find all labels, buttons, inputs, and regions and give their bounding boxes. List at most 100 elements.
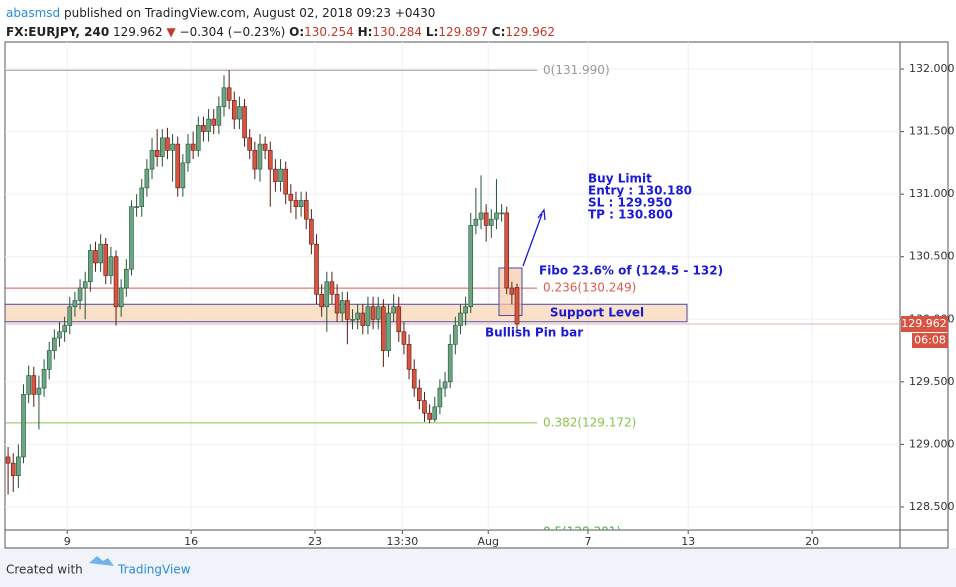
logo xyxy=(89,556,114,566)
candle-body xyxy=(411,369,417,389)
change: −0.304 (−0.23%) xyxy=(179,25,286,39)
candle-body xyxy=(98,243,103,264)
candle-body xyxy=(381,306,386,351)
pin-note: Bullish Pin bar xyxy=(485,326,583,340)
header-line: FX:EURJPY, 240 129.962 ▼ −0.304 (−0.23%)… xyxy=(6,23,555,42)
candle-body xyxy=(309,218,314,245)
candle-body xyxy=(489,218,494,226)
candle-body xyxy=(175,143,181,189)
candle-body xyxy=(314,243,319,295)
candle-body xyxy=(468,225,474,308)
candle-body xyxy=(288,193,294,201)
candle-body xyxy=(57,331,62,339)
candle-body xyxy=(422,400,427,414)
candle-body xyxy=(427,412,432,420)
candle-body xyxy=(231,100,237,120)
candle-body xyxy=(139,187,145,207)
x-tick-label: 9 xyxy=(64,535,71,548)
candle-body xyxy=(10,462,16,476)
candle-body xyxy=(72,300,78,308)
footer-brand[interactable]: TradingView xyxy=(117,563,191,577)
candle-body xyxy=(31,375,37,395)
candle-body xyxy=(514,287,520,325)
candle-body xyxy=(375,306,381,320)
o-v: 130.254 xyxy=(304,25,354,39)
footer-created: Created with xyxy=(6,563,83,577)
candle-body xyxy=(478,212,484,220)
candle-body xyxy=(319,293,324,308)
candle-body xyxy=(221,87,227,107)
candle-body xyxy=(247,137,252,151)
candle-body xyxy=(88,250,93,283)
candle-body xyxy=(350,318,355,321)
candle-body xyxy=(386,312,391,351)
candle-body xyxy=(442,381,448,389)
candle-body xyxy=(355,312,360,320)
candle-body xyxy=(67,306,73,326)
x-tick-label: 20 xyxy=(805,535,819,548)
candle-body xyxy=(303,200,309,220)
x-tick-label: 13 xyxy=(681,535,695,548)
candle-body xyxy=(149,150,155,170)
candle-body xyxy=(46,350,52,370)
candle-body xyxy=(278,168,283,182)
countdown: 06:08 xyxy=(914,334,946,347)
last-price: 129.962 xyxy=(901,317,947,330)
h-l: H: xyxy=(357,25,373,39)
candle-body xyxy=(62,325,67,333)
candle-body xyxy=(345,300,350,320)
candle-body xyxy=(21,394,26,458)
down-arrow: ▼ xyxy=(166,25,176,39)
x-tick-label: 16 xyxy=(184,535,198,548)
candle-body xyxy=(211,118,217,126)
header-line: abasmsd published on TradingView.com, Au… xyxy=(6,4,555,23)
candle-body xyxy=(432,406,438,420)
fib-label: 0(131.990) xyxy=(543,63,610,77)
support-label: Support Level xyxy=(550,306,644,320)
candle-body xyxy=(360,312,366,326)
candle-body xyxy=(370,306,376,320)
candle-body xyxy=(401,331,407,345)
y-tick-label: 130.500 xyxy=(909,250,955,263)
candle-body xyxy=(257,143,263,170)
candle-body xyxy=(499,212,504,215)
candle-body xyxy=(201,125,206,132)
buy-note: Buy Limit xyxy=(588,172,652,186)
y-tick-label: 132.000 xyxy=(909,62,955,75)
candle-body xyxy=(298,200,304,207)
candle-body xyxy=(453,325,458,345)
x-tick-label: 13:30 xyxy=(387,535,419,548)
candle-body xyxy=(118,287,124,308)
candle-body xyxy=(226,87,232,101)
author[interactable]: abasmsd xyxy=(6,6,61,20)
candle-body xyxy=(391,306,396,314)
candle-body xyxy=(93,250,98,264)
candle-body xyxy=(216,106,222,126)
frame xyxy=(4,41,949,549)
candle-body xyxy=(252,150,258,170)
candle-body xyxy=(365,306,371,326)
candle-body xyxy=(165,137,170,151)
buy-note: TP : 130.800 xyxy=(588,208,673,222)
candle-body xyxy=(206,118,211,132)
fib-label: 0.236(130.249) xyxy=(543,281,636,295)
arrow xyxy=(522,213,543,267)
candle-body xyxy=(129,206,134,270)
candle-body xyxy=(5,456,11,464)
y-tick-label: 129.000 xyxy=(909,437,955,450)
candle-body xyxy=(36,387,42,395)
fibo-note: Fibo 23.6% of (124.5 - 132) xyxy=(539,264,723,278)
fib-label: 0.5(128.301) xyxy=(543,524,621,538)
published: published on TradingView.com, August 02,… xyxy=(63,6,436,20)
countdown-box xyxy=(912,333,948,349)
footer-bg xyxy=(0,548,956,587)
last-price-box xyxy=(901,316,948,333)
candle-body xyxy=(144,168,150,189)
buy-note: Entry : 130.180 xyxy=(588,184,692,198)
candle-body xyxy=(190,143,196,151)
x-tick-label: Aug xyxy=(477,535,498,548)
candle-body xyxy=(242,106,247,139)
c-l: C: xyxy=(491,25,506,39)
l-l: L: xyxy=(425,25,439,39)
candle-body xyxy=(406,344,412,370)
